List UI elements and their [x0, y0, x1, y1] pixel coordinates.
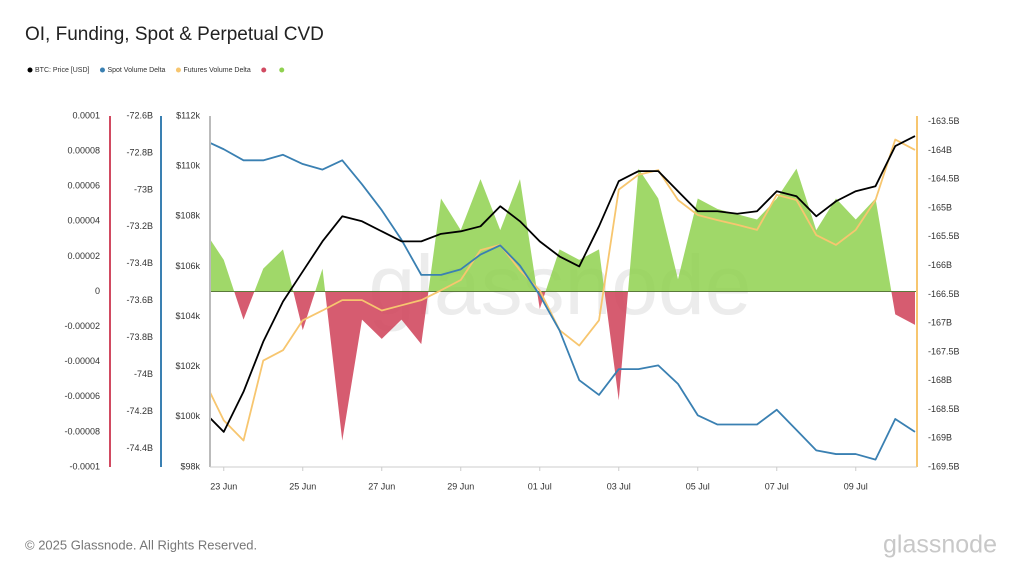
y-tick-label: $100k	[175, 411, 200, 421]
y-tick-label: 0.00006	[67, 181, 100, 191]
x-tick-label: 03 Jul	[607, 481, 631, 491]
y-tick-label: -166B	[928, 260, 952, 270]
y-tick-label: $108k	[175, 211, 200, 221]
y-tick-label: 0	[95, 286, 100, 296]
y-tick-label: 0.00008	[67, 145, 100, 155]
y-tick-label: -0.0001	[69, 461, 100, 471]
x-tick-label: 01 Jul	[528, 481, 552, 491]
x-tick-label: 09 Jul	[844, 481, 868, 491]
x-tick-label: 27 Jun	[368, 481, 395, 491]
y-tick-label: -0.00006	[64, 391, 100, 401]
legend-marker	[261, 67, 267, 73]
y-tick-label: $110k	[176, 161, 200, 171]
y-tick-label: -168.5B	[928, 404, 960, 414]
y-tick-label: -74B	[134, 369, 153, 379]
y-tick-label: -168B	[928, 375, 952, 385]
series-line	[210, 141, 916, 461]
y-tick-label: -164.5B	[928, 174, 960, 184]
x-tick-label: 25 Jun	[289, 481, 316, 491]
y-tick-label: $104k	[175, 311, 200, 321]
y-tick-label: -0.00002	[64, 321, 100, 331]
y-tick-label: -74.4B	[126, 443, 153, 453]
y-tick-label: -164B	[928, 145, 952, 155]
legend-label: Spot Volume Delta	[107, 67, 165, 74]
y-tick-label: -169B	[928, 433, 952, 443]
plot-area	[210, 135, 917, 461]
y-tick-label: 0.00004	[67, 216, 100, 226]
y-tick-label: -73.8B	[126, 332, 153, 342]
brand-logo: glassnode	[883, 531, 997, 559]
y-tick-label: $112k	[176, 110, 200, 120]
x-tick-label: 05 Jul	[686, 481, 710, 491]
y-tick-label: -167B	[928, 318, 952, 328]
funding-area-positive	[210, 168, 915, 292]
legend-marker	[99, 67, 105, 73]
legend-label: Futures Volume Delta	[183, 67, 250, 74]
y-tick-label: -166.5B	[928, 289, 960, 299]
y-tick-label: 0.0001	[72, 110, 100, 120]
y-tick-label: 0.00002	[67, 251, 100, 261]
y-tick-label: $106k	[175, 261, 200, 271]
y-tick-label: -73.4B	[126, 258, 153, 268]
y-tick-label: -167.5B	[928, 346, 960, 356]
y-tick-label: -0.00008	[64, 426, 100, 436]
y-tick-label: $102k	[175, 361, 200, 371]
y-tick-label: -74.2B	[126, 406, 153, 416]
legend-marker	[27, 67, 33, 73]
y-tick-label: $98k	[180, 461, 200, 471]
y-tick-label: -165B	[928, 202, 952, 212]
y-tick-label: -0.00004	[64, 356, 100, 366]
x-tick-label: 23 Jun	[210, 481, 237, 491]
y-tick-label: -73B	[134, 184, 153, 194]
legend-label: BTC: Price [USD]	[35, 67, 90, 74]
y-tick-label: -72.6B	[126, 110, 153, 120]
series-line	[210, 135, 916, 433]
chart-title: OI, Funding, Spot & Perpetual CVD	[25, 24, 324, 45]
y-tick-label: -165.5B	[928, 231, 960, 241]
y-tick-label: -73.2B	[126, 221, 153, 231]
y-tick-label: -72.8B	[126, 147, 153, 157]
x-tick-label: 07 Jul	[765, 481, 789, 491]
legend-marker	[175, 67, 181, 73]
footer: © 2025 Glassnode. All Rights Reserved.	[25, 537, 257, 552]
y-tick-label: -163.5B	[928, 116, 960, 126]
legend-marker	[279, 67, 285, 73]
y-tick-label: -73.6B	[126, 295, 153, 305]
funding-area-negative	[210, 291, 915, 441]
x-tick-label: 29 Jun	[447, 481, 474, 491]
y-tick-label: -169.5B	[928, 461, 960, 471]
